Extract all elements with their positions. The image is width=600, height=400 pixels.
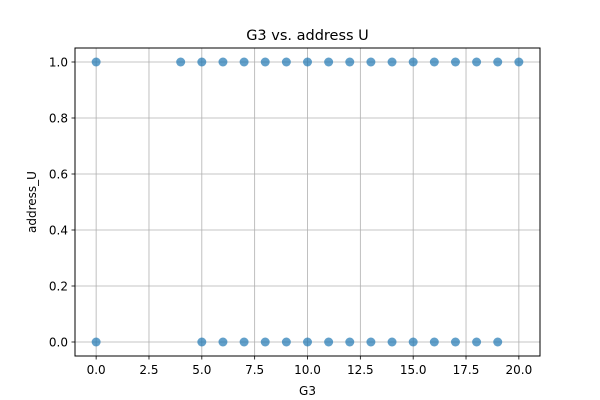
x-tick-label: 10.0 [294, 363, 321, 377]
data-point [197, 337, 207, 347]
data-point [345, 57, 355, 67]
data-point [260, 57, 270, 67]
y-tick-label: 0.2 [49, 280, 68, 294]
data-point [324, 57, 334, 67]
y-tick-label: 0.0 [49, 336, 68, 350]
x-axis-ticks: 0.0 2.5 5.0 7.5 10.0 12.5 15.0 17.5 20.0 [87, 356, 533, 377]
data-point [281, 337, 291, 347]
y-tick-label: 0.6 [49, 168, 68, 182]
x-tick-label: 0.0 [87, 363, 106, 377]
x-tick-label: 15.0 [400, 363, 427, 377]
data-point [303, 57, 312, 67]
data-point [387, 337, 397, 347]
chart-title: G3 vs. address U [246, 28, 369, 44]
data-point [366, 57, 376, 67]
data-point [450, 337, 460, 347]
data-point [218, 57, 228, 67]
grid-lines [75, 48, 540, 356]
data-point [429, 337, 439, 347]
data-point [239, 337, 249, 347]
data-point [303, 337, 312, 347]
data-point [514, 57, 524, 67]
data-point [324, 337, 334, 347]
data-point [366, 337, 376, 347]
data-point [387, 57, 397, 67]
data-point [408, 337, 418, 347]
y-tick-label: 1.0 [49, 56, 68, 70]
data-point [472, 57, 482, 67]
data-point [493, 57, 503, 67]
data-point [260, 337, 270, 347]
x-tick-label: 12.5 [347, 363, 374, 377]
data-point [91, 57, 101, 67]
y-tick-label: 0.8 [49, 112, 68, 126]
x-tick-label: 20.0 [506, 363, 533, 377]
data-point [493, 337, 503, 347]
data-points [91, 57, 524, 347]
data-point [450, 57, 460, 67]
x-tick-label: 2.5 [139, 363, 158, 377]
data-point [429, 57, 439, 67]
data-point [218, 337, 228, 347]
x-tick-label: 5.0 [192, 363, 211, 377]
y-tick-label: 0.4 [49, 224, 68, 238]
data-point [472, 337, 482, 347]
data-point [281, 57, 291, 67]
y-axis-label: address_U [25, 171, 39, 233]
data-point [239, 57, 249, 67]
x-axis-label: G3 [299, 384, 316, 398]
data-point [91, 337, 101, 347]
data-point [176, 57, 186, 67]
y-axis-ticks: 0.0 0.2 0.4 0.6 0.8 1.0 [49, 56, 75, 350]
x-tick-label: 17.5 [453, 363, 480, 377]
data-point [197, 57, 207, 67]
x-tick-label: 7.5 [245, 363, 264, 377]
data-point [408, 57, 418, 67]
data-point [345, 337, 355, 347]
